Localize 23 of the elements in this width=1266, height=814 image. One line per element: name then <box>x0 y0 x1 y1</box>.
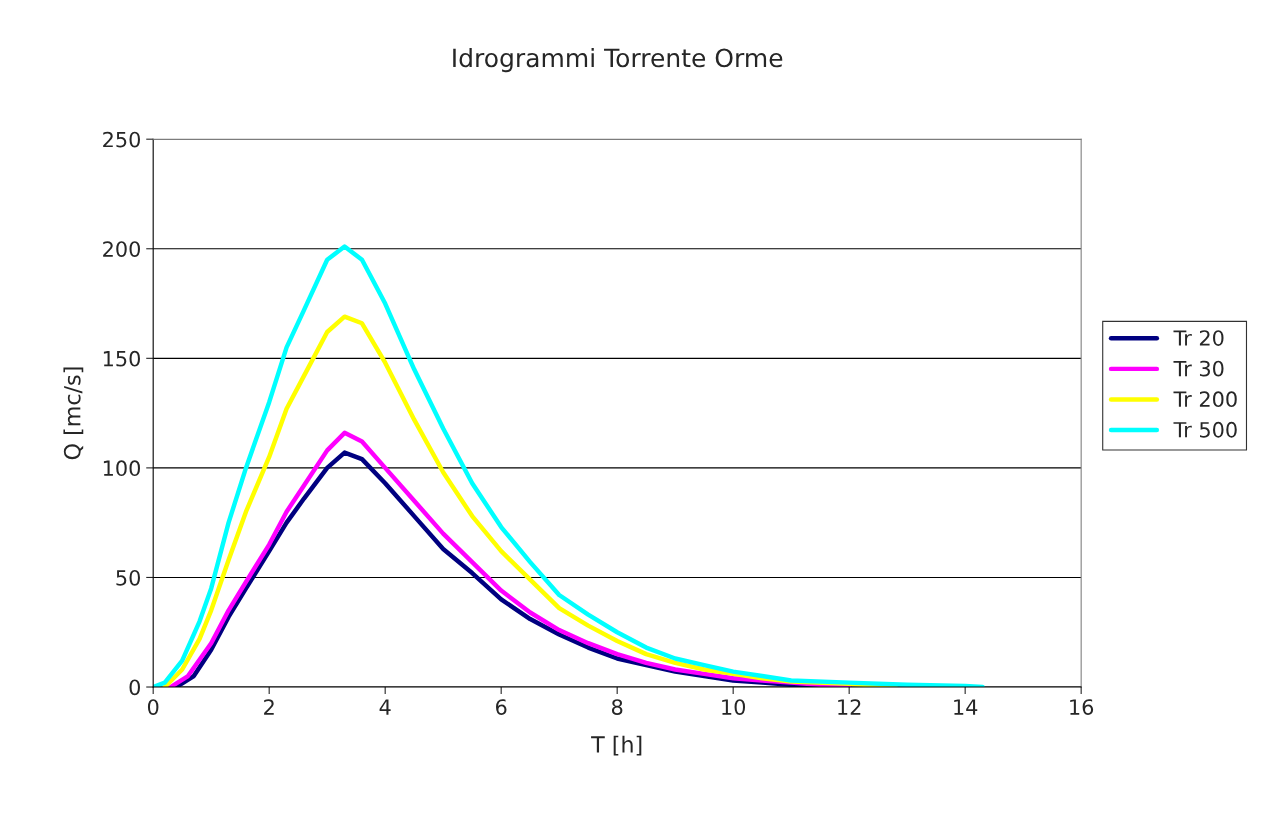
legend-label: Tr 200 <box>1173 391 1237 408</box>
y-tick-label: 200 <box>103 241 140 257</box>
chart-title: Idrogrammi Torrente Orme <box>453 47 783 73</box>
x-tick-label: 14 <box>954 699 978 715</box>
legend-label: Tr 500 <box>1173 421 1237 438</box>
x-tick-label: 16 <box>1070 699 1094 715</box>
x-tick-label: 8 <box>611 699 623 715</box>
x-tick-label: 12 <box>838 699 861 715</box>
x-tick-label: 2 <box>264 699 274 715</box>
x-tick-label: 0 <box>147 699 159 715</box>
x-tick-label: 10 <box>722 699 746 715</box>
y-axis-title: Q [mc/s] <box>63 367 84 460</box>
x-tick-label: 6 <box>496 699 507 715</box>
line-series <box>153 244 985 688</box>
y-tick-label: 0 <box>129 679 140 696</box>
y-tick-label: 100 <box>103 460 140 477</box>
legend-label: Tr 30 <box>1173 360 1224 377</box>
x-tick-label: 4 <box>379 699 391 715</box>
y-tick-label: 50 <box>116 569 140 586</box>
y-tick-label: 150 <box>103 350 140 367</box>
y-tick-label: 250 <box>103 131 140 148</box>
legend-label: Tr 20 <box>1173 330 1224 346</box>
x-axis-title: T [h] <box>591 735 642 756</box>
